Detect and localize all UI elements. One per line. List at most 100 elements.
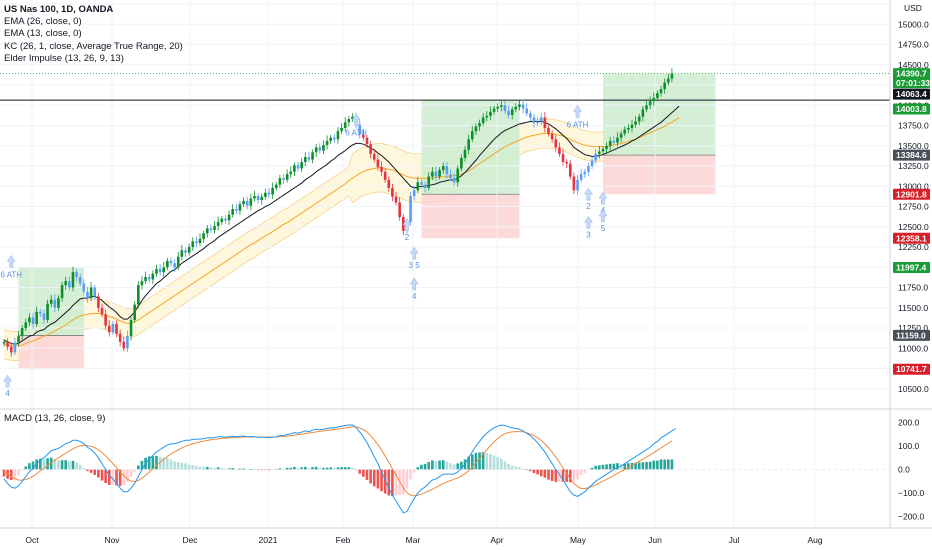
candle-body — [336, 131, 340, 140]
macd-histogram-bar — [2, 469, 6, 477]
macd-legend[interactable]: MACD (13, 26, close, 9) — [4, 413, 106, 424]
macd-histogram-bar — [209, 467, 213, 470]
candle-body — [478, 123, 481, 127]
macd-histogram-bar — [463, 459, 467, 470]
candle-body — [616, 137, 619, 143]
arrow-up-icon — [598, 209, 608, 223]
macd-histogram-bar — [568, 469, 572, 483]
macd-histogram-bar — [97, 469, 100, 478]
macd-histogram-bar — [187, 464, 191, 470]
price-tick-label: 12750.0 — [898, 202, 929, 212]
candle-body — [256, 196, 260, 201]
candle-body — [133, 304, 136, 320]
macd-tick-label: 100.0 — [898, 441, 920, 451]
candle-body — [659, 89, 663, 94]
candle-body — [576, 179, 579, 191]
macd-histogram-bar — [129, 469, 133, 477]
candle-body — [107, 325, 111, 333]
macd-histogram-bar — [216, 467, 220, 470]
time-tick-label: Oct — [25, 535, 39, 545]
macd-axis[interactable]: 200.0 100.0 0.0 −100.0 −200.0 — [898, 418, 925, 522]
candle-body — [358, 124, 362, 135]
candle-body — [39, 311, 42, 314]
candle-body — [445, 166, 449, 175]
indicator-kc[interactable]: KC (26, 1, close, Average True Range, 20… — [4, 40, 183, 52]
indicator-elder-impulse[interactable]: Elder Impulse (13, 26, 9, 13) — [4, 52, 124, 64]
symbol-title[interactable]: US Nas 100, 1D, OANDA — [4, 4, 114, 15]
candle-body — [398, 202, 401, 218]
macd-histogram-bar — [300, 467, 303, 470]
candle-body — [46, 303, 49, 320]
macd-histogram-bar — [637, 462, 641, 470]
candle-body — [329, 137, 332, 141]
macd-histogram-bar — [452, 464, 456, 470]
macd-histogram-bar — [467, 456, 470, 470]
candle-body — [249, 198, 253, 206]
macd-histogram-bar — [579, 469, 583, 476]
price-tick-label: 14750.0 — [898, 40, 929, 50]
macd-pane[interactable] — [0, 424, 890, 514]
candle-body — [158, 268, 162, 273]
indicator-ema13[interactable]: EMA (13, close, 0) — [4, 28, 82, 40]
macd-histogram-bar — [380, 469, 383, 492]
macd-histogram-bar — [485, 452, 489, 470]
macd-histogram-bar — [303, 466, 307, 470]
arrow-up-icon — [3, 374, 13, 388]
candle-body — [550, 133, 554, 140]
macd-histogram-bar — [656, 460, 659, 470]
candle-body — [383, 171, 387, 180]
candle-body — [608, 140, 612, 146]
macd-histogram-bar — [423, 463, 427, 470]
macd-histogram-bar — [191, 465, 195, 470]
candle-body — [652, 98, 656, 102]
time-axis[interactable]: Oct Nov Dec 2021 Feb Mar Apr May Jun Jul Aug — [25, 535, 822, 545]
macd-histogram-bar — [111, 469, 115, 485]
candle-body — [169, 260, 173, 264]
macd-histogram-bar — [554, 469, 558, 482]
candle-body — [267, 192, 271, 195]
macd-histogram-bar — [9, 469, 13, 481]
candle-body — [289, 171, 293, 175]
candle-body — [612, 140, 616, 143]
macd-histogram-bar — [314, 466, 318, 470]
candle-body — [278, 178, 282, 185]
macd-histogram-bar — [434, 461, 438, 470]
candle-body — [100, 307, 104, 315]
candle-body — [303, 157, 307, 162]
candle-body — [213, 225, 216, 231]
macd-histogram-bar — [598, 465, 601, 470]
macd-histogram-bar — [670, 459, 674, 470]
macd-histogram-bar — [64, 460, 68, 470]
macd-histogram-bar — [369, 469, 372, 484]
macd-histogram-bar — [24, 466, 28, 470]
candle-body — [543, 117, 547, 128]
indicator-ema26[interactable]: EMA (26, close, 0) — [4, 16, 82, 28]
macd-histogram-bar — [71, 460, 75, 470]
candle-body — [202, 233, 205, 239]
macd-histogram-bar — [532, 469, 536, 474]
macd-histogram-bar — [572, 469, 576, 482]
candle-body — [423, 184, 427, 188]
candle-body — [470, 131, 474, 140]
macd-histogram-bar — [663, 459, 666, 470]
macd-histogram-bar — [100, 469, 104, 481]
macd-histogram-bar — [115, 469, 118, 486]
candle-body — [147, 277, 151, 280]
candle-body — [198, 238, 202, 243]
price-tag — [893, 232, 930, 244]
macd-histogram-bar — [107, 469, 111, 485]
macd-histogram-bar — [82, 467, 86, 470]
macd-histogram-bar — [78, 465, 82, 470]
macd-histogram-bar — [445, 461, 449, 470]
candle-body — [253, 196, 256, 199]
macd-histogram-bar — [293, 466, 296, 470]
candle-body — [507, 110, 510, 116]
candle-body — [282, 178, 285, 180]
macd-histogram-bar — [474, 452, 478, 470]
macd-histogram-bar — [496, 457, 499, 470]
candle-body — [380, 166, 383, 172]
candle-body — [536, 121, 539, 124]
